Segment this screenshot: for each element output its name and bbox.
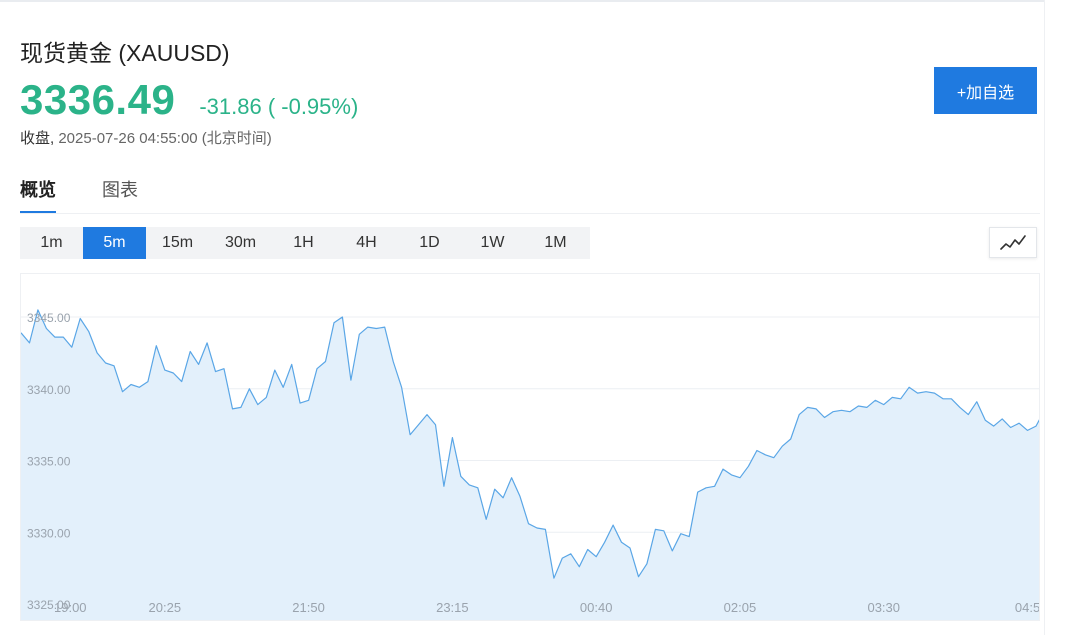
tab-overview[interactable]: 概览 xyxy=(20,176,56,214)
market-status: 收盘, 2025-07-26 04:55:00 (北京时间) xyxy=(20,127,272,148)
interval-1mo[interactable]: 1M xyxy=(544,234,567,251)
page-scrollbar[interactable] xyxy=(1044,0,1080,635)
price-chart[interactable]: 3325.00 3330.00 3335.00 3340.00 3345.00 19:00… xyxy=(20,273,1040,621)
x-tick-label: 19:00 xyxy=(54,600,87,615)
price-row: 3336.49 -31.86 ( -0.95%) xyxy=(20,76,358,124)
instrument-title: 现货黄金 (XAUUSD) xyxy=(20,40,230,66)
y-tick-label: 3330.00 xyxy=(27,526,71,540)
price-line xyxy=(21,309,1039,579)
y-tick-label: 3345.00 xyxy=(27,311,71,325)
x-tick-label: 03:30 xyxy=(867,600,900,615)
x-tick-label: 04:5 xyxy=(1015,600,1040,615)
tab-bar: 概览 图表 xyxy=(20,176,184,214)
chart-type-toggle-button[interactable] xyxy=(989,227,1037,258)
interval-30m[interactable]: 30m xyxy=(224,234,257,251)
price-change: -31.86 ( -0.95%) xyxy=(199,94,359,119)
x-tick-label: 02:05 xyxy=(724,600,757,615)
status-time: 2025-07-26 04:55:00 (北京时间) xyxy=(58,130,272,147)
tab-divider xyxy=(20,213,1040,214)
y-tick-label: 3335.00 xyxy=(27,455,71,469)
interval-1h[interactable]: 1H xyxy=(293,234,314,251)
interval-1w[interactable]: 1W xyxy=(480,234,505,251)
last-price: 3336.49 xyxy=(20,76,176,123)
tab-chart[interactable]: 图表 xyxy=(102,180,138,200)
x-tick-label: 21:50 xyxy=(292,600,325,615)
interval-1m[interactable]: 1m xyxy=(40,234,63,251)
line-chart-icon xyxy=(1000,234,1026,250)
y-tick-label: 3325.00 xyxy=(27,598,71,612)
interval-selector: 1m 5m 15m 30m 1H 4H 1D 1W 1M xyxy=(20,227,590,259)
interval-15m[interactable]: 15m xyxy=(161,234,194,251)
interval-4h[interactable]: 4H xyxy=(356,234,377,251)
price-chart-svg: 3325.00 3330.00 3335.00 3340.00 3345.00 19:00… xyxy=(21,309,1040,620)
top-border xyxy=(0,0,1044,2)
interval-5m[interactable]: 5m xyxy=(83,227,146,259)
price-area xyxy=(21,309,1039,620)
add-to-watchlist-button[interactable]: +加自选 xyxy=(934,67,1037,114)
status-label: 收盘, xyxy=(20,130,55,147)
y-tick-label: 3340.00 xyxy=(27,383,71,397)
interval-1d[interactable]: 1D xyxy=(419,234,440,251)
x-tick-label: 00:40 xyxy=(580,600,613,615)
x-tick-label: 20:25 xyxy=(149,600,182,615)
x-tick-label: 23:15 xyxy=(436,600,469,615)
